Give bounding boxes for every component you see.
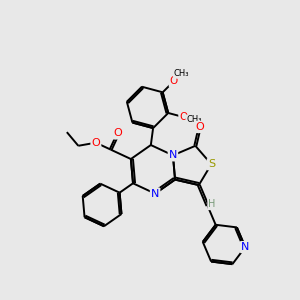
Text: S: S — [208, 159, 215, 169]
Text: O: O — [92, 138, 100, 148]
Text: H: H — [208, 199, 216, 209]
Text: CH₃: CH₃ — [174, 69, 189, 78]
Text: N: N — [241, 242, 249, 252]
Text: O: O — [114, 128, 123, 138]
Text: N: N — [151, 189, 159, 199]
Text: N: N — [169, 150, 177, 160]
Text: O: O — [170, 76, 178, 86]
Text: CH₃: CH₃ — [186, 116, 202, 124]
Text: O: O — [179, 112, 188, 122]
Text: O: O — [195, 122, 204, 132]
